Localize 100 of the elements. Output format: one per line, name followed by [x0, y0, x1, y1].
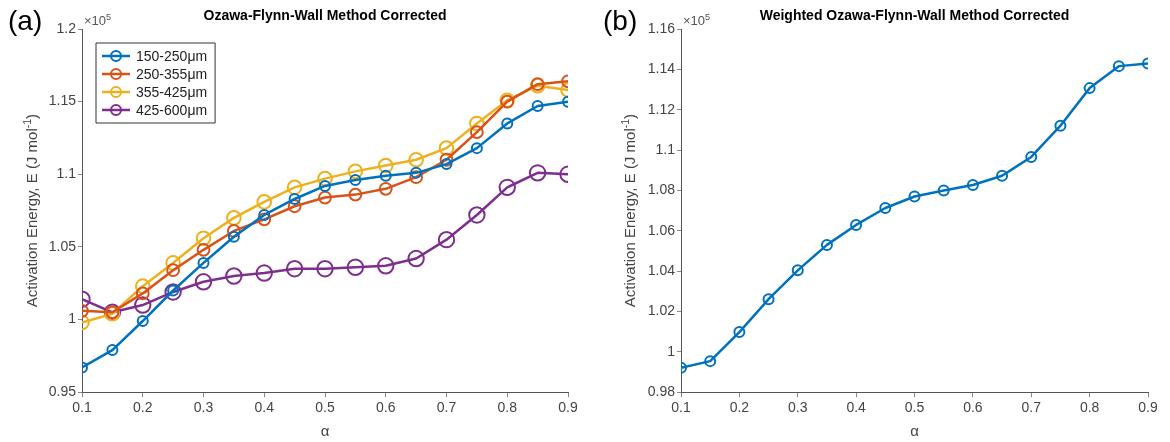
point [135, 286, 150, 301]
y-tick-label: 1.12 [647, 100, 676, 117]
legend-label: 425-600μm [136, 101, 208, 118]
point [469, 125, 484, 140]
x-tick-label: 0.8 [1079, 399, 1100, 416]
y-tick-label: 1.1 [56, 165, 77, 182]
text: (b) [603, 5, 638, 36]
y-tick-label: 1.04 [647, 261, 676, 278]
point [379, 169, 392, 182]
x-tick-label: 0.8 [497, 399, 518, 416]
y-tick-label: 1 [68, 310, 77, 327]
point [285, 260, 304, 278]
point [1112, 60, 1125, 73]
point [286, 179, 303, 196]
point [136, 315, 149, 328]
point [288, 192, 301, 205]
point [879, 201, 892, 214]
point [407, 249, 425, 268]
point [134, 296, 152, 314]
x-tick-label: 0.1 [671, 399, 691, 416]
point [317, 170, 333, 187]
point [226, 224, 241, 238]
y-tick-label: 1.05 [48, 237, 77, 254]
point [1083, 82, 1096, 95]
x-tick-label: 0.9 [558, 399, 578, 416]
point [194, 273, 213, 291]
point [791, 264, 804, 277]
point [164, 283, 182, 301]
point [196, 242, 211, 257]
point [438, 140, 455, 156]
y-tick-label: 1.08 [647, 181, 676, 198]
point [908, 190, 921, 203]
point [347, 163, 364, 180]
x-tick-label: 0.9 [1138, 399, 1158, 416]
y-tick-label: 1.16 [647, 19, 676, 36]
y-tick-label: 1.02 [647, 302, 676, 319]
point [227, 230, 240, 243]
point [1025, 150, 1038, 163]
legend-label: 355-425μm [136, 83, 208, 100]
point [733, 326, 746, 339]
point [287, 199, 302, 214]
y-tick-label: 0.98 [647, 383, 676, 400]
point [439, 152, 454, 167]
point [410, 166, 423, 179]
point [258, 208, 271, 221]
legend-label: 250-355μm [136, 65, 208, 82]
x-tick-label: 0.6 [376, 399, 396, 416]
x-tick-label: 0.5 [904, 399, 925, 416]
x-tick-label: 0.2 [133, 399, 153, 416]
point [377, 157, 394, 174]
point [377, 257, 395, 275]
y-tick-label: 1.14 [647, 60, 676, 77]
point [134, 278, 151, 294]
point [1054, 119, 1067, 132]
point [348, 187, 363, 202]
x-tick-label: 0.4 [846, 399, 867, 416]
point [498, 178, 516, 197]
y-axis-title: Activation Energy, E (J mol-1) [21, 113, 40, 308]
legend-label: 150-250μm [136, 47, 208, 64]
point [528, 164, 547, 182]
point [469, 115, 485, 132]
point [996, 169, 1009, 182]
x-axis-title: α [320, 422, 330, 439]
x-tick-label: 0.3 [788, 399, 808, 416]
point [256, 194, 273, 210]
point [704, 355, 717, 368]
chart-title: Weighted Ozawa-Flynn-Wall Method Corrected [759, 7, 1070, 23]
point [531, 100, 544, 112]
point [225, 267, 243, 285]
point [197, 256, 210, 269]
point [226, 210, 242, 226]
point [408, 151, 424, 168]
point [850, 218, 863, 231]
point [195, 230, 212, 246]
y-tick-label: 1.2 [56, 19, 77, 36]
point [468, 206, 486, 224]
x-tick-label: 0.4 [254, 399, 275, 416]
y-tick-label: 0.95 [48, 383, 77, 400]
point [318, 190, 332, 205]
x-axis-title: α [910, 422, 920, 439]
point [937, 184, 950, 197]
point [762, 293, 775, 306]
point [166, 263, 181, 278]
x-tick-label: 0.7 [436, 399, 457, 416]
x-tick-label: 0.3 [193, 399, 214, 416]
x-tick-label: 0.2 [729, 399, 750, 416]
point [257, 212, 272, 227]
point [378, 181, 393, 196]
point [820, 238, 833, 251]
y-tick-label: 1 [667, 342, 676, 359]
y-tick-label: 1.15 [48, 92, 77, 109]
x-tick-label: 0.6 [963, 399, 983, 416]
y-tick-label: 1.1 [655, 140, 676, 157]
point [255, 264, 273, 282]
x-tick-label: 0.7 [1021, 399, 1042, 416]
point [319, 179, 331, 192]
y-axis-title: Activation Energy, E (J mol-1) [619, 113, 638, 308]
point [501, 117, 514, 130]
point [409, 170, 424, 185]
point [437, 230, 456, 249]
